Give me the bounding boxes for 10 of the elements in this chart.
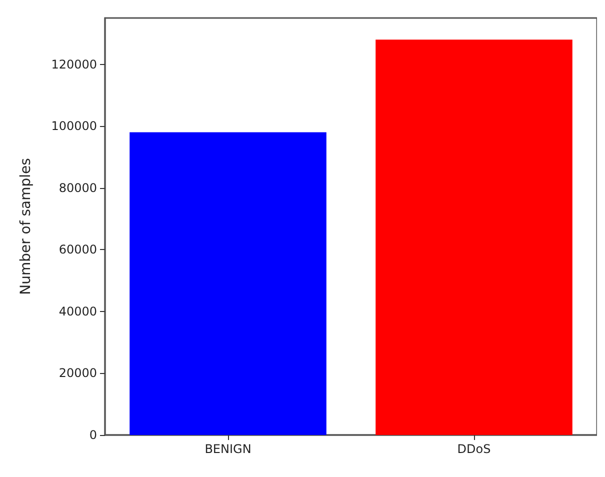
- y-tick-label: 120000: [51, 57, 97, 72]
- y-axis-title: Number of samples: [18, 158, 34, 295]
- y-tick-label: 80000: [58, 180, 97, 195]
- x-tick-label: DDoS: [457, 442, 491, 456]
- y-tick-label: 20000: [58, 366, 97, 380]
- y-tick-label: 60000: [58, 242, 97, 257]
- x-tick-label: BENIGN: [204, 442, 252, 456]
- y-tick-label: 100000: [51, 119, 97, 134]
- y-tick-label: 0: [89, 428, 97, 442]
- y-tick-label: 40000: [58, 304, 97, 318]
